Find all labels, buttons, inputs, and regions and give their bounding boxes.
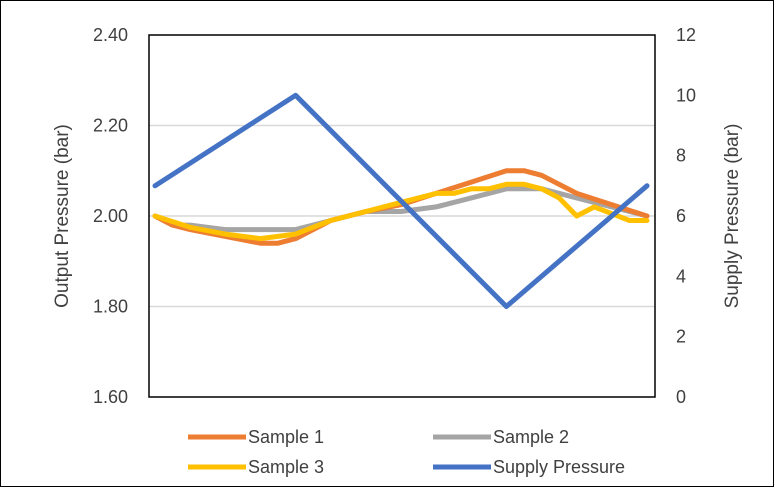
gridlines [149, 124, 655, 308]
left-tick-label: 2.00 [93, 206, 128, 226]
series-line-supply-pressure [152, 92, 650, 309]
legend-label-supply-pressure: Supply Pressure [493, 457, 625, 477]
right-tick-label: 0 [676, 387, 686, 407]
left-axis-title: Output Pressure (bar) [52, 124, 73, 308]
legend-label-sample-2: Sample 2 [493, 427, 569, 447]
plot-area [148, 34, 656, 398]
legend-label-sample-1: Sample 1 [248, 427, 324, 447]
legend-label-sample-3: Sample 3 [248, 457, 324, 477]
legend: Sample 1 Sample 2 Sample 3 Supply Pressure [188, 427, 625, 477]
right-tick-label: 6 [676, 206, 686, 226]
left-tick-label: 1.60 [93, 387, 128, 407]
right-tick-label: 12 [676, 25, 696, 45]
right-axis-title: Supply Pressure (bar) [722, 124, 743, 309]
series-lines [152, 92, 650, 309]
series-line-sample-2 [152, 186, 650, 233]
left-tick-label: 2.20 [93, 116, 128, 136]
right-tick-label: 4 [676, 266, 686, 286]
left-tick-label: 1.80 [93, 297, 128, 317]
right-tick-label: 2 [676, 327, 686, 347]
series-line-sample-3 [152, 181, 650, 242]
left-tick-label: 2.40 [93, 25, 128, 45]
right-tick-label: 10 [676, 85, 696, 105]
right-tick-label: 8 [676, 146, 686, 166]
left-axis-ticks: 1.60 1.80 2.00 2.20 2.40 [93, 25, 128, 407]
right-axis-ticks: 0 2 4 6 8 10 12 [676, 25, 696, 407]
